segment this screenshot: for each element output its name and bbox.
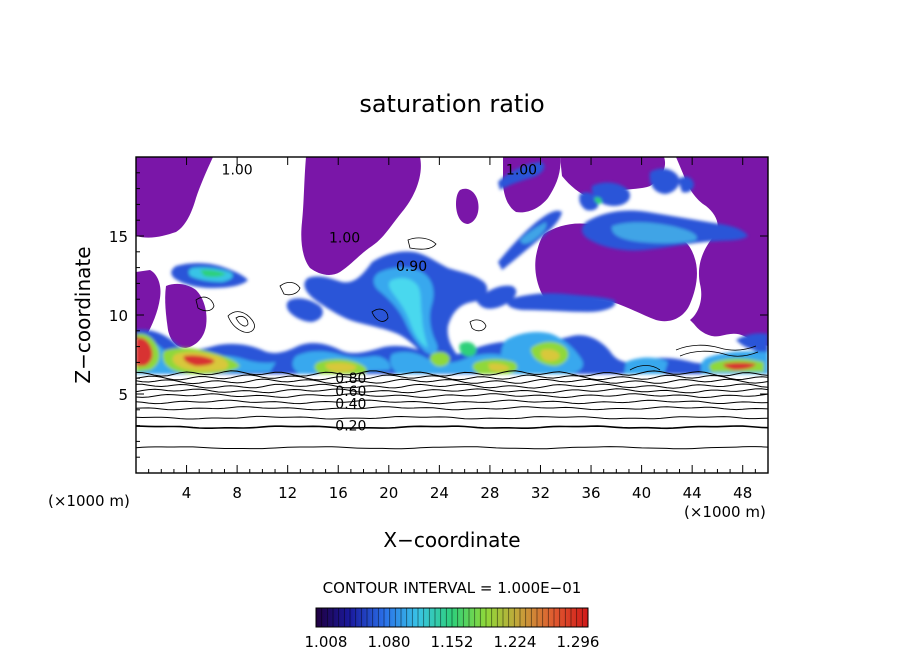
contour-label: 0.60 bbox=[335, 384, 366, 400]
colorbar-tick-label: 1.080 bbox=[368, 633, 411, 651]
contour-line bbox=[136, 370, 768, 377]
x-tick-label: 16 bbox=[329, 484, 348, 502]
contour-label: 0.80 bbox=[335, 371, 366, 387]
x-tick-label: 40 bbox=[632, 484, 651, 502]
colorbar: 1.008 1.080 1.152 1.224 1.296 bbox=[305, 607, 600, 651]
y-tick-label: 15 bbox=[109, 228, 128, 246]
contour-label: 0.40 bbox=[335, 396, 366, 412]
colorbar-tick-label: 1.296 bbox=[557, 633, 600, 651]
high-saturation-regions bbox=[136, 162, 768, 374]
y-axis: 5 10 15 bbox=[109, 172, 768, 458]
y-axis-label: Z−coordinate bbox=[71, 246, 95, 383]
colorbar-stripes bbox=[321, 608, 583, 627]
y-tick-label: 10 bbox=[109, 307, 128, 325]
x-axis: 4 8 12 16 20 24 28 32 36 40 44 48 bbox=[148, 157, 756, 502]
contour-interval-text: CONTOUR INTERVAL = 1.000E−01 bbox=[323, 579, 582, 597]
colorbar-tick-label: 1.008 bbox=[305, 633, 348, 651]
x-tick-label: 32 bbox=[531, 484, 550, 502]
x-tick-label: 36 bbox=[581, 484, 600, 502]
x-unit-right: (×1000 m) bbox=[684, 503, 766, 521]
x-tick-label: 24 bbox=[430, 484, 449, 502]
contour-label: 0.90 bbox=[396, 259, 427, 275]
contour-label: 1.00 bbox=[329, 231, 360, 247]
x-axis-label: X−coordinate bbox=[383, 528, 520, 552]
colorbar-tick-label: 1.152 bbox=[431, 633, 474, 651]
contour-label: 1.00 bbox=[222, 163, 253, 179]
contour-line bbox=[136, 415, 768, 420]
contour-line bbox=[136, 406, 768, 411]
contour-line bbox=[136, 378, 768, 385]
contour-line bbox=[136, 425, 768, 430]
y-tick-label: 5 bbox=[118, 386, 128, 404]
contour-label: 1.00 bbox=[506, 163, 537, 179]
x-tick-label: 48 bbox=[733, 484, 752, 502]
x-unit-left: (×1000 m) bbox=[48, 492, 130, 510]
contour-label: 0.20 bbox=[335, 419, 366, 435]
colorbar-frame bbox=[315, 607, 589, 628]
plot-area: 1.00 1.00 1.00 0.90 0.800.600.40 0.20 bbox=[136, 157, 768, 473]
x-tick-label: 4 bbox=[182, 484, 192, 502]
x-tick-label: 28 bbox=[480, 484, 499, 502]
contour-clusters bbox=[195, 237, 759, 371]
colorbar-tick-label: 1.224 bbox=[494, 633, 537, 651]
x-tick-label: 12 bbox=[278, 484, 297, 502]
contour-line bbox=[136, 393, 768, 399]
x-tick-label: 20 bbox=[379, 484, 398, 502]
chart-title: saturation ratio bbox=[359, 90, 544, 118]
x-tick-label: 8 bbox=[232, 484, 242, 502]
contour-line bbox=[136, 446, 768, 450]
x-tick-label: 44 bbox=[683, 484, 702, 502]
contour-lines bbox=[136, 370, 768, 450]
colorbar-tick-labels: 1.008 1.080 1.152 1.224 1.296 bbox=[305, 633, 600, 651]
contour-line bbox=[136, 374, 768, 381]
contour-line bbox=[136, 399, 768, 405]
contour-line bbox=[136, 388, 768, 394]
contour-line bbox=[136, 383, 768, 389]
contour-labels: 1.00 1.00 1.00 0.90 0.800.600.40 0.20 bbox=[222, 163, 538, 435]
